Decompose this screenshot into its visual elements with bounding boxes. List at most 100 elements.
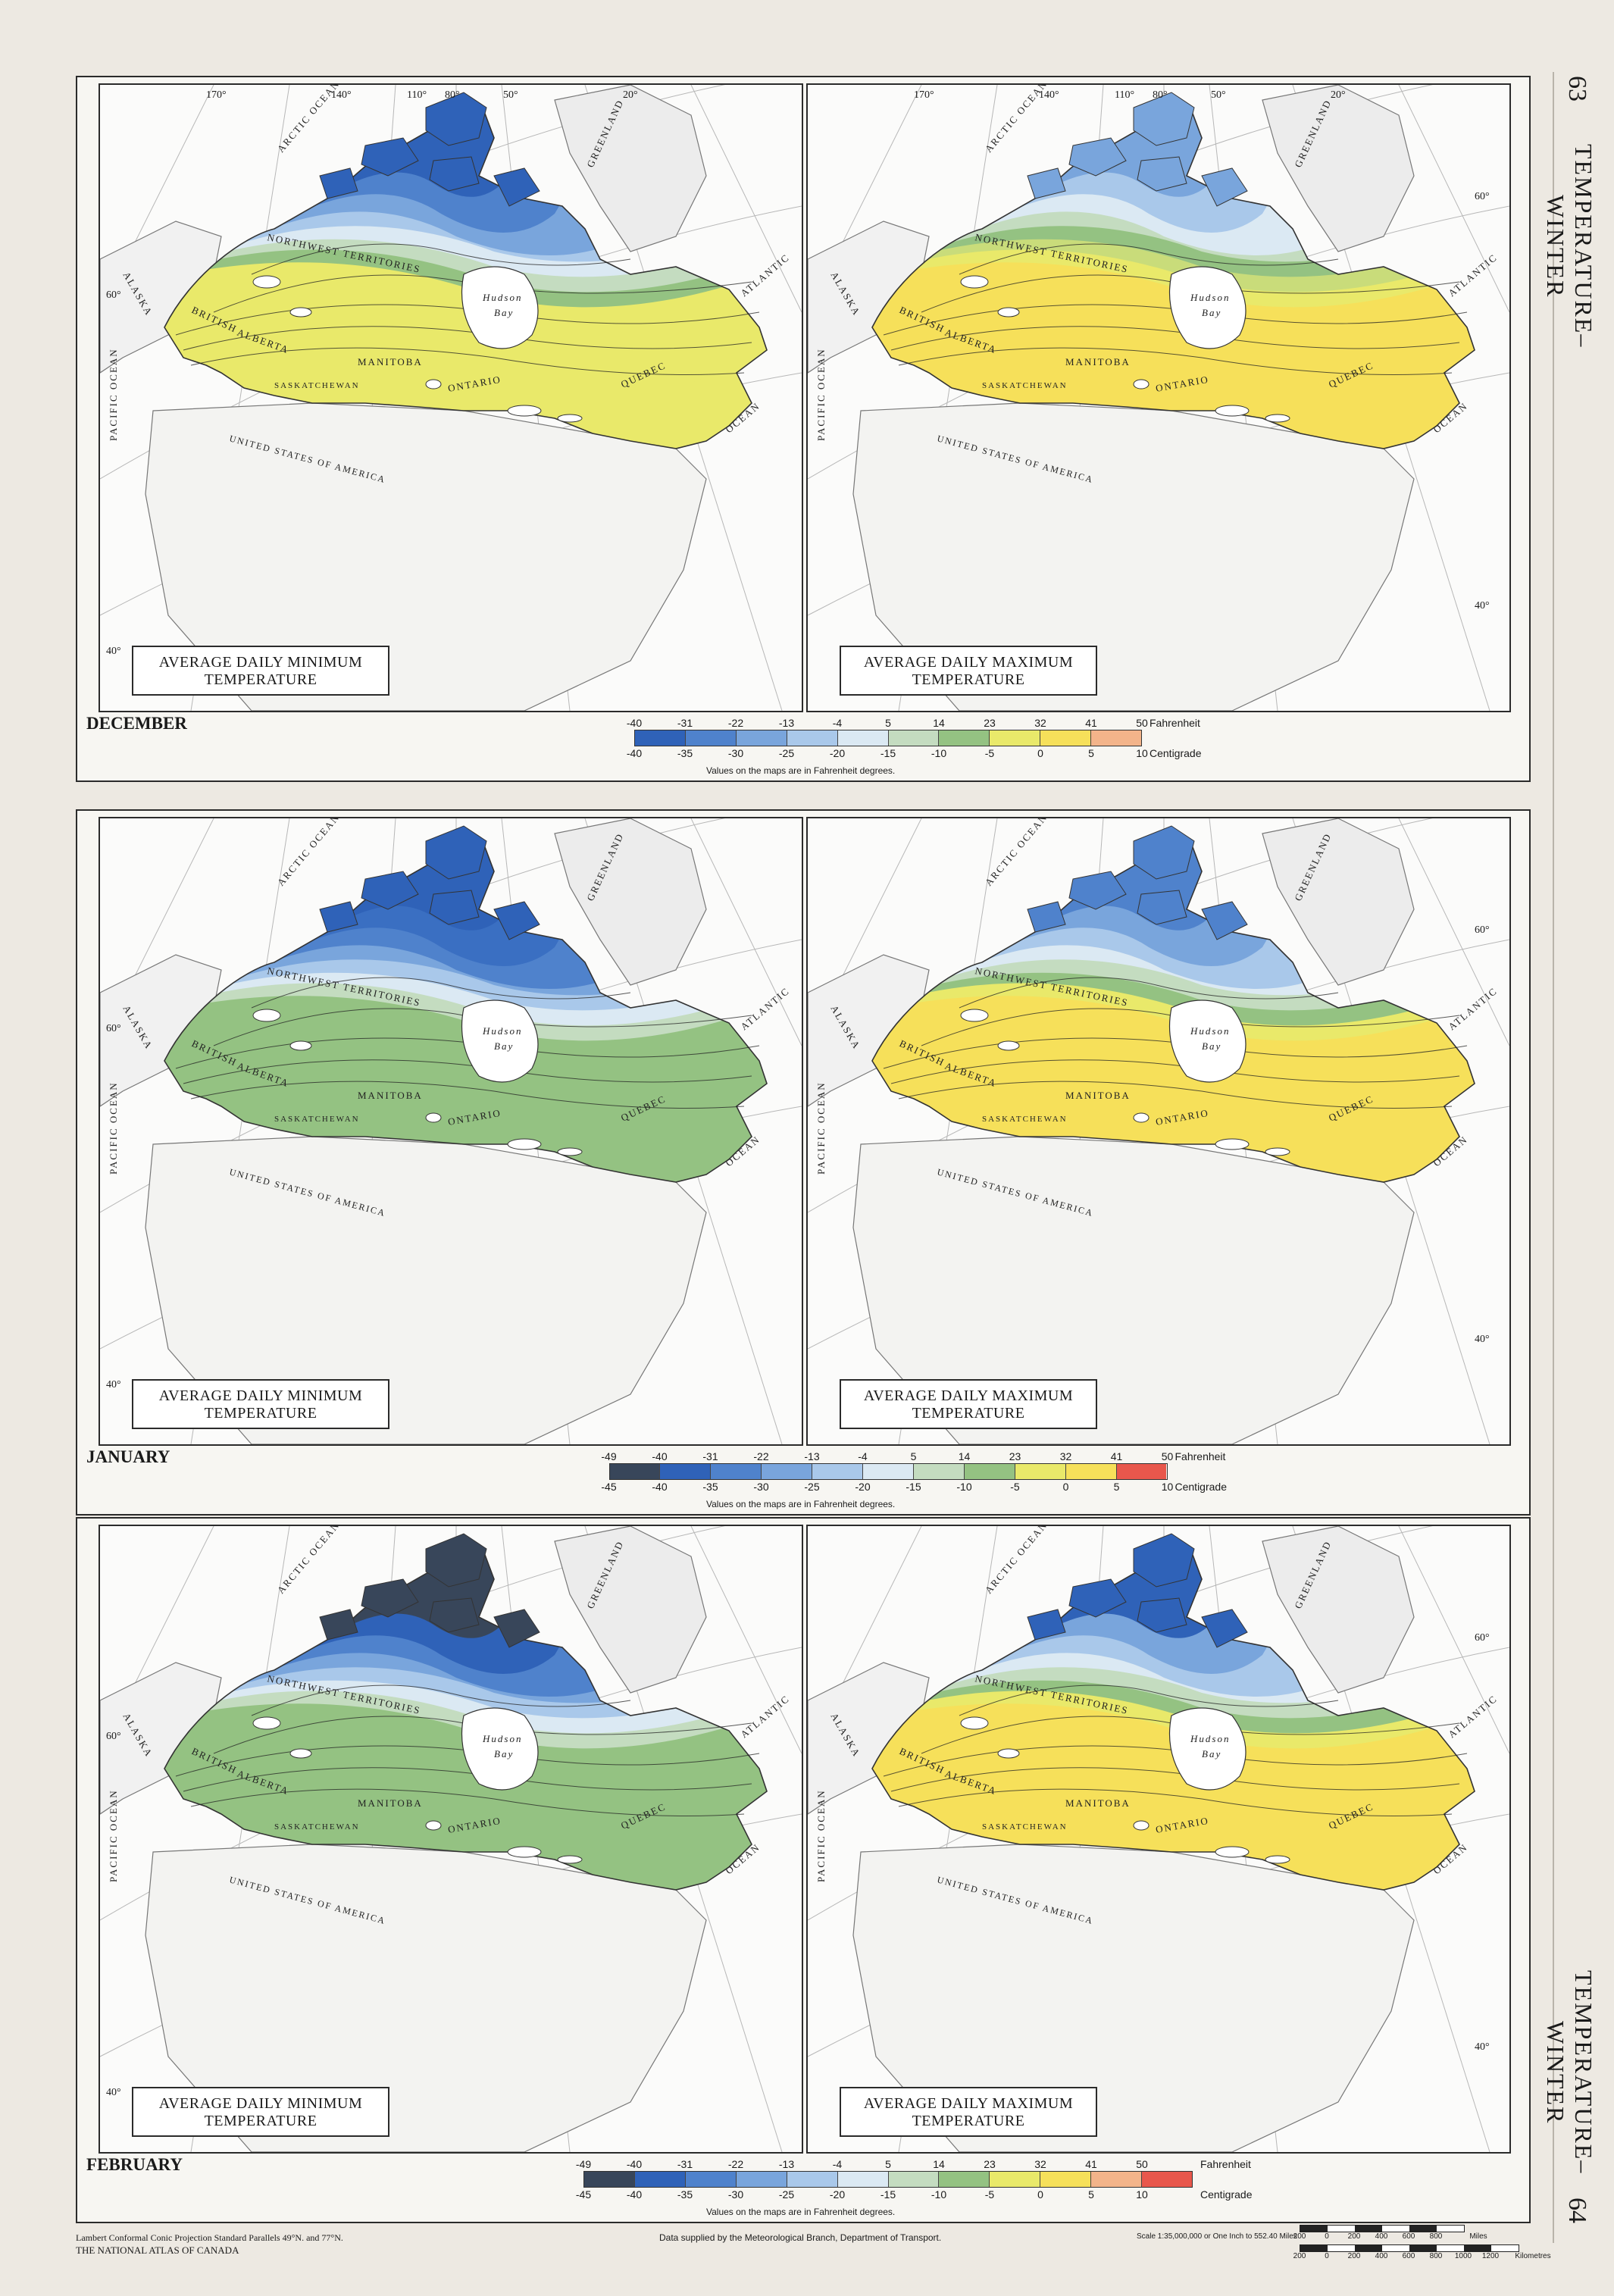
lakes — [252, 275, 583, 423]
legend-centigrade-unit: Centigrade — [1200, 2188, 1253, 2201]
month-label: JANUARY — [86, 1447, 170, 1466]
latitude-label-40: 40° — [106, 2087, 121, 2098]
legend-swatch — [1015, 1464, 1066, 1479]
legend-fahrenheit-tick: -40 — [626, 2158, 643, 2170]
label-bay: Bay — [494, 1748, 514, 1760]
latitude-label-40: 40° — [1475, 600, 1490, 612]
page-number-top: 63 — [1563, 76, 1591, 102]
latitude-label-60: 60° — [1475, 191, 1490, 202]
legend-swatch — [913, 1464, 965, 1479]
legend-swatch — [1040, 730, 1092, 746]
min-map-panel: PACIFIC OCEAN ALASKA ARCTIC OCEAN GREENL… — [99, 1525, 803, 2154]
latitude-label-40: 40° — [1475, 1334, 1490, 1345]
temperature-legend: -40 -31 -22 -13 -4 5 14 23 32 41 50 Fahrenheit -40 -3… — [627, 717, 1248, 762]
legend-swatch — [1142, 2172, 1193, 2187]
legend-fahrenheit-tick: 32 — [1034, 717, 1046, 729]
month-label: FEBRUARY — [86, 2155, 183, 2174]
legend-fahrenheit-tick: -4 — [832, 717, 843, 729]
legend-fahrenheit-tick: 50 — [1136, 2158, 1148, 2170]
lakes — [252, 1716, 583, 1864]
legend-swatch — [685, 730, 737, 746]
side-title-bottom: TEMPERATURE–WINTER — [1542, 1970, 1597, 2175]
label-saskatchewan: SASKATCHEWAN — [982, 1822, 1068, 1831]
label-hudson: Hudson — [1190, 292, 1230, 303]
month-block-december: PACIFIC OCEAN ALASKA ARCTIC OCEAN GREENL… — [76, 76, 1531, 782]
label-bay: Bay — [494, 1040, 514, 1052]
scale-tick: 200 — [1293, 2252, 1306, 2260]
month-block-january: PACIFIC OCEAN ALASKA ARCTIC OCEAN GREENL… — [76, 809, 1531, 1516]
legend-centigrade-tick: -35 — [677, 2188, 693, 2201]
scale-tick: 400 — [1375, 2232, 1388, 2241]
legend-fahrenheit-tick: 50 — [1136, 717, 1148, 729]
legend-swatch — [812, 1464, 864, 1479]
legend-swatch — [634, 2172, 686, 2187]
legend-fahrenheit-tick: -40 — [652, 1450, 668, 1462]
legend-note: Values on the maps are in Fahrenheit deg… — [706, 1499, 896, 1509]
page-number-bottom: 64 — [1563, 2197, 1591, 2223]
longitude-label: 170° — [206, 89, 227, 101]
label-arctic: ARCTIC OCEAN — [275, 1526, 342, 1596]
legend-centigrade-tick: 10 — [1136, 2188, 1148, 2201]
scale-tick: 0 — [1325, 2252, 1329, 2260]
legend-centigrade-tick: -40 — [652, 1481, 668, 1493]
arctic-islands — [1027, 92, 1248, 207]
legend-fahrenheit-tick: 32 — [1034, 2158, 1046, 2170]
legend-note: Values on the maps are in Fahrenheit deg… — [706, 2207, 896, 2217]
min-map-panel: PACIFIC OCEAN ALASKA ARCTIC OCEAN GREENL… — [99, 83, 803, 712]
legend-centigrade-tick: -25 — [804, 1481, 820, 1493]
lakes — [960, 275, 1290, 423]
scale-tick: 1000 — [1454, 2252, 1472, 2260]
legend-swatch — [736, 2172, 787, 2187]
max-map-panel: PACIFIC OCEAN ALASKA ARCTIC OCEAN GREENL… — [806, 83, 1511, 712]
legend-centigrade-tick: 0 — [1062, 1481, 1069, 1493]
legend-centigrade-tick: -20 — [855, 1481, 871, 1493]
legend-fahrenheit-tick: -4 — [832, 2158, 843, 2170]
legend-fahrenheit-tick: 41 — [1085, 2158, 1097, 2170]
legend-swatch — [711, 1464, 762, 1479]
greenland-shape — [554, 818, 707, 986]
atlas-name: THE NATIONAL ATLAS OF CANADA — [76, 2244, 239, 2256]
legend-swatch — [990, 730, 1041, 746]
legend-swatch — [837, 2172, 889, 2187]
legend-centigrade-tick: -5 — [1010, 1481, 1020, 1493]
longitude-label: 50° — [503, 89, 518, 101]
label-saskatchewan: SASKATCHEWAN — [274, 1115, 360, 1124]
legend-swatch — [1091, 730, 1142, 746]
scale-tick: 600 — [1402, 2252, 1415, 2260]
legend-fahrenheit-tick: -4 — [858, 1450, 868, 1462]
latitude-label-60: 60° — [1475, 924, 1490, 936]
legend-fahrenheit-tick: 14 — [933, 717, 945, 729]
hudson-bay — [1169, 999, 1246, 1083]
legend-centigrade-tick: 10 — [1136, 747, 1148, 759]
legend-fahrenheit-tick: -49 — [601, 1450, 617, 1462]
latitude-label-40: 40° — [106, 646, 121, 657]
longitude-label: 110° — [407, 89, 427, 101]
label-pacific: PACIFIC OCEAN — [108, 1789, 119, 1882]
scale-tick: 800 — [1429, 2252, 1443, 2260]
temperature-legend: -49 -40 -31 -22 -13 -4 5 14 23 32 41 50 Fahrenheit -4… — [601, 1450, 1274, 1496]
label-hudson: Hudson — [482, 292, 522, 303]
data-source: Data supplied by the Meteorological Bran… — [659, 2232, 942, 2243]
legend-fahrenheit-tick: 5 — [885, 717, 891, 729]
lakes — [960, 1716, 1290, 1864]
arctic-islands — [319, 825, 540, 940]
label-hudson: Hudson — [482, 1733, 522, 1744]
scale-bar-km: 200 0 200 400 600 800 1000 1200 Kilometres — [1293, 2244, 1551, 2264]
lakes — [252, 1009, 583, 1156]
min-map-panel: PACIFIC OCEAN ALASKA ARCTIC OCEAN GREENL… — [99, 817, 803, 1446]
max-panel-title: AVERAGE DAILY MAXIMUM TEMPERATURE — [840, 2087, 1097, 2137]
min-panel-title: AVERAGE DAILY MINIMUM TEMPERATURE — [132, 1379, 389, 1429]
legend-centigrade-tick: -15 — [880, 747, 896, 759]
scale-tick: 800 — [1429, 2232, 1443, 2241]
label-manitoba: MANITOBA — [358, 1090, 423, 1101]
longitude-label: 140° — [1039, 89, 1059, 101]
legend-fahrenheit-tick: 14 — [933, 2158, 945, 2170]
longitude-label: 50° — [1211, 89, 1226, 101]
label-bay: Bay — [1202, 307, 1221, 318]
latitude-label-40: 40° — [1475, 2041, 1490, 2053]
legend-centigrade-tick: -10 — [956, 1481, 972, 1493]
label-hudson: Hudson — [1190, 1733, 1230, 1744]
label-bay: Bay — [1202, 1040, 1221, 1052]
scale-tick: 1200 — [1481, 2252, 1500, 2260]
legend-note: Values on the maps are in Fahrenheit deg… — [706, 765, 896, 776]
